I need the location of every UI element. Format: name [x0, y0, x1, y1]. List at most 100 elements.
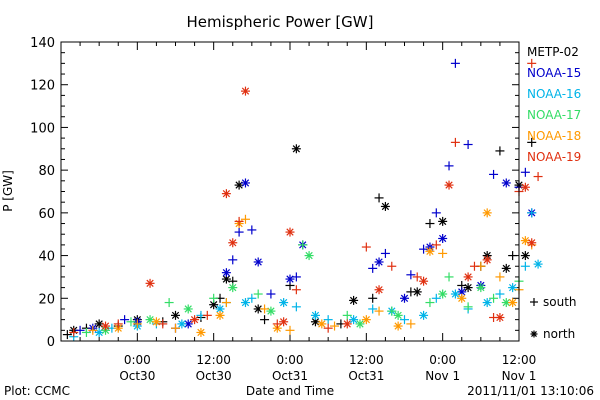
data-point-north-noaa-15 — [240, 178, 250, 188]
data-point-north-noaa-18 — [361, 315, 371, 325]
data-point-north-noaa-17 — [355, 319, 365, 329]
data-point-south-noaa-18 — [330, 321, 340, 331]
data-point-south-noaa-17 — [126, 317, 136, 327]
data-point-south-noaa-15 — [228, 255, 238, 265]
data-point-south-noaa-16 — [495, 289, 505, 299]
data-point-north-noaa-19 — [145, 278, 155, 288]
data-point-south-noaa-15 — [120, 315, 130, 325]
x-tick-label-time: 0:00 — [277, 353, 304, 367]
data-point-south-noaa-15 — [463, 140, 473, 150]
x-tick-label-date: Oct31 — [272, 369, 308, 383]
data-point-south-noaa-16 — [527, 208, 537, 218]
data-point-south-noaa-19 — [158, 319, 168, 329]
legend-entry-noaa-19: NOAA-19 — [527, 150, 581, 164]
data-point-north-noaa-16 — [177, 319, 187, 329]
data-point-north-noaa-17 — [476, 283, 486, 293]
data-point-north-noaa-19 — [495, 313, 505, 323]
data-point-north-noaa-18 — [317, 319, 327, 329]
data-point-north-noaa-18 — [151, 317, 161, 327]
x-tick-label-date: Nov 1 — [425, 369, 460, 383]
data-point-north-metp-02 — [234, 180, 244, 190]
data-point-north-metp-02 — [380, 201, 390, 211]
data-point-north-metp-02 — [253, 304, 263, 314]
data-point-south-noaa-15 — [75, 325, 85, 335]
data-point-south-noaa-19 — [113, 319, 123, 329]
data-point-north-noaa-19 — [419, 276, 429, 286]
x-tick-label-time: 0:00 — [429, 353, 456, 367]
data-point-south-noaa-19 — [469, 261, 479, 271]
data-point-south-metp-02 — [508, 251, 518, 261]
data-point-north-noaa-18 — [393, 321, 403, 331]
data-point-south-noaa-18 — [285, 325, 295, 335]
data-point-north-noaa-19 — [221, 189, 231, 199]
data-point-south-metp-02 — [368, 293, 378, 303]
data-point-south-noaa-19 — [431, 240, 441, 250]
data-point-south-noaa-18 — [132, 319, 142, 329]
x-axis-label: Date and Time — [246, 384, 334, 398]
data-point-north-noaa-17 — [228, 283, 238, 293]
data-point-south-noaa-15 — [234, 227, 244, 237]
data-point-south-noaa-15 — [406, 270, 416, 280]
data-point-north-noaa-15 — [221, 268, 231, 278]
data-point-south-noaa-18 — [495, 272, 505, 282]
data-point-north-noaa-19 — [101, 321, 111, 331]
data-point-north-noaa-18 — [215, 310, 225, 320]
data-point-south-noaa-15 — [266, 289, 276, 299]
data-point-south-noaa-19 — [291, 285, 301, 295]
data-point-north-noaa-19 — [527, 238, 537, 248]
data-point-north-noaa-17 — [438, 289, 448, 299]
data-point-north-noaa-15 — [374, 257, 384, 267]
y-tick-label: 80 — [38, 164, 55, 179]
data-point-south-metp-02 — [374, 193, 384, 203]
data-point-south-noaa-19 — [387, 261, 397, 271]
data-point-north-noaa-19 — [444, 180, 454, 190]
y-tick-label: 120 — [30, 79, 55, 94]
data-point-south-noaa-18 — [406, 319, 416, 329]
data-point-south-noaa-15 — [444, 161, 454, 171]
data-point-south-noaa-15 — [431, 208, 441, 218]
data-point-south-noaa-18 — [240, 214, 250, 224]
data-point-north-metp-02 — [520, 251, 530, 261]
data-points — [62, 58, 543, 342]
data-point-south-noaa-18 — [374, 306, 384, 316]
x-tick-label-time: 12:00 — [502, 353, 537, 367]
marker-label-south: south — [543, 295, 577, 309]
data-point-south-noaa-18 — [88, 325, 98, 335]
data-point-north-noaa-15 — [438, 233, 448, 243]
legend-entry-noaa-16: NOAA-16 — [527, 87, 581, 101]
data-point-south-metp-02 — [260, 315, 270, 325]
data-point-north-noaa-16 — [450, 289, 460, 299]
data-point-north-noaa-18 — [457, 293, 467, 303]
data-point-north-noaa-16 — [419, 310, 429, 320]
y-tick-label: 0 — [47, 335, 55, 350]
chart-title: Hemispheric Power [GW] — [187, 13, 374, 31]
data-point-north-noaa-18 — [482, 208, 492, 218]
data-point-south-metp-02 — [62, 330, 72, 340]
data-point-north-noaa-18 — [425, 246, 435, 256]
data-point-south-noaa-15 — [489, 169, 499, 179]
data-point-south-noaa-17 — [164, 298, 174, 308]
data-point-north-noaa-16 — [240, 298, 250, 308]
data-point-north-metp-02 — [438, 216, 448, 226]
data-point-south-noaa-17 — [342, 310, 352, 320]
legend-entry-noaa-18: NOAA-18 — [527, 129, 581, 143]
marker-symbol-north — [530, 330, 538, 338]
data-point-south-noaa-18 — [221, 298, 231, 308]
data-point-north-noaa-17 — [145, 315, 155, 325]
x-tick-label-date: Nov 1 — [502, 369, 537, 383]
x-tick-label-time: 12:00 — [349, 353, 384, 367]
data-point-north-noaa-19 — [374, 285, 384, 295]
data-point-south-noaa-19 — [202, 310, 212, 320]
data-point-north-noaa-19 — [240, 86, 250, 96]
data-point-north-metp-02 — [349, 295, 359, 305]
y-tick-label: 40 — [38, 250, 55, 265]
y-tick-label: 60 — [38, 207, 55, 222]
x-axis-ticks: 0:00 Oct30 12:00 Oct30 0:00 Oct31 12:00 Oct31 0:… — [60, 42, 537, 383]
data-point-south-noaa-17 — [209, 293, 219, 303]
data-point-north-noaa-15 — [400, 293, 409, 303]
data-point-north-noaa-19 — [285, 227, 295, 237]
data-point-south-noaa-17 — [81, 327, 91, 337]
data-point-north-noaa-19 — [520, 182, 530, 192]
data-point-north-noaa-15 — [285, 274, 295, 284]
